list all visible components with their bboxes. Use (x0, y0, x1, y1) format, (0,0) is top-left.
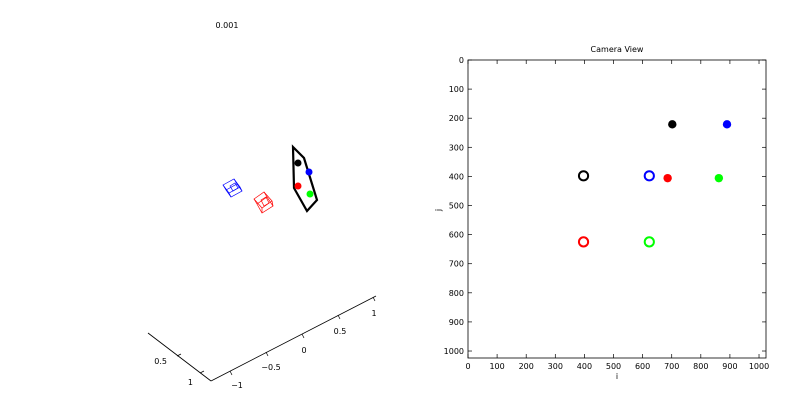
y-axis-label: j (434, 209, 443, 212)
marker-black (294, 159, 302, 167)
front-right-ticks: −1 −0.5 0 0.5 1 (229, 296, 377, 390)
marker-blue (305, 168, 313, 176)
x-tick-label: 800 (693, 362, 708, 371)
tick-label: 0 (301, 346, 306, 355)
y-tick-label: 200 (449, 114, 464, 123)
target-plane (291, 144, 319, 213)
filled-point (668, 120, 677, 129)
y-tick-label: 300 (449, 143, 464, 152)
chart-title: Camera View (591, 45, 644, 54)
open-point (577, 170, 590, 182)
camera-blue-wireframe (222, 178, 243, 198)
open-point (577, 236, 590, 248)
tick-label: 1 (371, 309, 376, 318)
marker-green (306, 190, 314, 198)
y-tick-label: 900 (449, 318, 464, 327)
y-tick-label: 100 (449, 85, 464, 94)
camera-view-chart: Camera View 0 100 200 300 400 500 600 700 800 900… (434, 45, 769, 381)
left-3d-panel: 0.001 0.5 1 −1 −0.5 0 0.5 1 (147, 21, 377, 390)
x-tick-label: 600 (635, 362, 650, 371)
y-tick-label: 400 (449, 172, 464, 181)
open-point (643, 236, 655, 248)
y-axis-ticks: 0 100 200 300 400 500 600 700 800 900 1000 (444, 56, 766, 356)
x-tick-label: 100 (489, 362, 504, 371)
tick-label: 0.5 (334, 327, 347, 336)
tick-label: 0.5 (154, 357, 167, 366)
y-tick-label: 600 (449, 231, 464, 240)
x-tick-label: 200 (519, 362, 534, 371)
tick-label: 1 (188, 378, 193, 387)
x-tick-label: 1000 (749, 362, 769, 371)
data-points (577, 120, 732, 248)
y-tick-label: 0 (459, 56, 464, 65)
filled-point (722, 120, 732, 129)
y-tick-label: 800 (449, 289, 464, 298)
y-tick-label: 1000 (444, 347, 464, 356)
y-tick-label: 500 (449, 202, 464, 211)
left-panel-label: 0.001 (216, 21, 239, 30)
filled-point (663, 173, 672, 183)
filled-point (714, 173, 724, 183)
x-tick-label: 900 (722, 362, 737, 371)
tick-label: −1 (231, 381, 243, 390)
front-left-ticks: 0.5 1 (154, 353, 205, 387)
x-tick-label: 700 (664, 362, 679, 371)
x-tick-label: 0 (465, 362, 470, 371)
camera-red-wireframe (253, 191, 274, 214)
axis-edge-front-right (210, 295, 377, 382)
y-tick-label: 700 (449, 260, 464, 269)
x-tick-label: 400 (577, 362, 592, 371)
marker-red (294, 182, 302, 190)
open-point (643, 170, 655, 182)
x-tick-label: 500 (606, 362, 621, 371)
plot-area (467, 59, 767, 359)
x-tick-label: 300 (548, 362, 563, 371)
x-axis-label: i (616, 372, 618, 381)
x-axis-ticks: 0 100 200 300 400 500 600 700 800 900 1000 (465, 60, 769, 371)
tick-label: −0.5 (261, 363, 280, 372)
